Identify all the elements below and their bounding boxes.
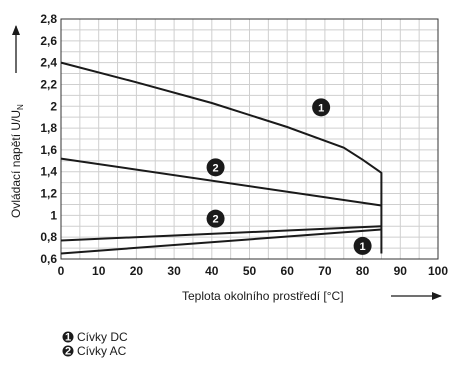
y-tick-label: 0,6 [40,252,57,266]
annotation-label: 2 [213,162,219,174]
y-tick-label: 2,2 [40,77,57,91]
y-axis-label-text: Ovládací napětí U/U [9,110,23,218]
legend: 1 Cívky DC 2 Cívky AC [62,330,128,358]
y-tick-labels: 0,6 0,8 1 1,2 1,4 1,6 1,8 2 2,2 2,4 2,6 2,8 [40,12,57,266]
legend-badge-1-icon [62,331,74,343]
annotation-label: 2 [213,214,219,226]
y-tick-label: 2 [50,99,57,113]
y-axis-label: Ovládací napětí U/UN [9,25,25,218]
plot-frame [60,18,439,260]
x-tick-label: 30 [167,264,181,278]
y-tick-label: 1,8 [40,121,57,135]
x-tick-label: 90 [394,264,408,278]
annotation-badge-icon [353,236,372,255]
legend-badge-2-icon [62,345,74,357]
x-tick-label: 60 [281,264,295,278]
x-tick-label: 10 [92,264,106,278]
annotation-badge-icon [312,98,331,117]
series-line-1 [60,61,383,254]
grid [60,18,439,260]
x-axis-label-text: Teplota okolního prostředí [°C] [182,289,344,303]
legend-badge-2-text: 2 [65,346,71,358]
y-tick-label: 1,4 [40,165,57,179]
annotation-label: 1 [318,102,324,114]
legend-item-ac: 2 Cívky AC [62,344,127,358]
x-tick-label: 80 [356,264,370,278]
series-line-3 [60,225,382,242]
x-tick-label: 100 [428,264,448,278]
x-tick-label: 50 [243,264,257,278]
legend-label-dc: Cívky DC [77,330,128,344]
x-axis-label: Teplota okolního prostředí [°C] [182,289,442,303]
y-tick-label: 1 [50,208,57,222]
x-tick-label: 70 [318,264,332,278]
series-line-4 [60,228,382,255]
y-tick-label: 1,6 [40,143,57,157]
y-tick-label: 0,8 [40,230,57,244]
y-tick-label: 1,2 [40,187,57,201]
legend-item-dc: 1 Cívky DC [62,330,128,344]
y-tick-label: 2,8 [40,12,57,26]
y-tick-label: 2,6 [40,34,57,48]
legend-badge-1-text: 1 [65,332,71,344]
legend-label-ac: Cívky AC [77,344,127,358]
series [60,61,383,255]
annotations: 1 2 2 1 [206,98,372,255]
y-tick-label: 2,4 [40,56,57,70]
x-tick-label: 40 [205,264,219,278]
series-line-2 [60,157,382,207]
annotation-badge-icon [206,209,225,228]
annotation-label: 1 [360,241,366,253]
x-tick-label: 20 [130,264,144,278]
x-tick-labels: 0 10 20 30 40 50 60 70 80 90 100 [58,264,449,278]
y-axis-label-subscript: N [16,104,25,110]
annotation-badge-icon [206,158,225,177]
x-tick-label: 0 [58,264,65,278]
svg-text:Ovládací napětí U/UN: Ovládací napětí U/UN [9,104,25,218]
